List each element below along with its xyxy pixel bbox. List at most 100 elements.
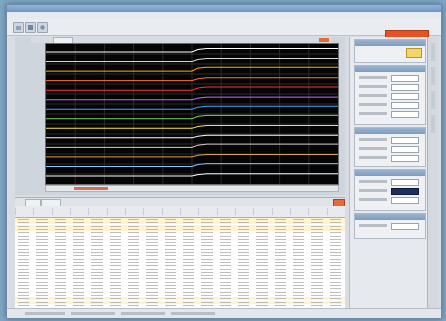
scroll-thumb[interactable]: [74, 187, 108, 190]
table-cell: [201, 281, 213, 283]
column-header[interactable]: [125, 208, 143, 215]
table-cell: [73, 271, 85, 273]
color-field[interactable]: [391, 188, 419, 195]
plot-close-button[interactable]: [319, 38, 329, 42]
table-cell: [128, 285, 140, 286]
column-header[interactable]: [326, 208, 345, 215]
table-cell: [109, 285, 121, 286]
table-row[interactable]: [15, 267, 345, 271]
table-cell: [164, 242, 176, 244]
input-field[interactable]: [391, 146, 419, 153]
table-cell: [219, 258, 231, 260]
input-field[interactable]: [391, 93, 419, 100]
column-header[interactable]: [271, 208, 290, 215]
table-row[interactable]: [15, 254, 345, 258]
table-row[interactable]: [15, 280, 345, 284]
save-icon[interactable]: [25, 22, 36, 33]
table-row[interactable]: [15, 300, 345, 304]
table-cell: [109, 304, 121, 306]
vertical-tab[interactable]: [431, 91, 435, 109]
column-header[interactable]: [216, 208, 235, 215]
table-cell: [18, 298, 30, 300]
table-row[interactable]: [15, 241, 345, 245]
table-row[interactable]: [15, 257, 345, 261]
table-row[interactable]: [15, 284, 345, 287]
table-row[interactable]: [15, 303, 345, 307]
table-cell: [311, 225, 323, 227]
table-row[interactable]: [15, 270, 345, 274]
table-row[interactable]: [15, 227, 345, 231]
input-field[interactable]: [391, 111, 419, 118]
column-header[interactable]: [106, 208, 125, 215]
column-header[interactable]: [253, 208, 271, 215]
field-row: [359, 111, 421, 118]
table-row[interactable]: [15, 277, 345, 281]
table-cell: [219, 271, 231, 273]
table-row[interactable]: [15, 264, 345, 268]
data-table[interactable]: [15, 206, 345, 310]
table-cell: [183, 258, 195, 260]
column-header[interactable]: [290, 208, 308, 215]
column-header[interactable]: [51, 208, 70, 215]
table-row[interactable]: [15, 247, 345, 251]
table-cell: [18, 225, 30, 227]
table-cell: [238, 268, 250, 270]
table-cell: [256, 275, 268, 277]
table-row[interactable]: [15, 231, 345, 235]
table-cell: [238, 285, 250, 286]
table-cell: [183, 281, 195, 283]
table-cell: [146, 238, 158, 240]
table-row[interactable]: [15, 224, 345, 228]
input-field[interactable]: [391, 197, 419, 204]
table-cell: [274, 288, 286, 290]
table-row[interactable]: [15, 234, 345, 238]
input-field[interactable]: [391, 84, 419, 91]
table-cell: [183, 248, 195, 250]
table-cell: [201, 265, 213, 267]
table-cell: [54, 238, 66, 240]
table-row[interactable]: [15, 260, 345, 264]
table-row[interactable]: [15, 251, 345, 254]
table-cell: [238, 261, 250, 263]
table-row[interactable]: [15, 293, 345, 297]
table-row[interactable]: [15, 221, 345, 225]
column-header[interactable]: [161, 208, 180, 215]
table-cell: [329, 294, 341, 296]
vertical-tab[interactable]: [431, 115, 435, 133]
table-row[interactable]: [15, 218, 345, 221]
table-cell: [91, 232, 103, 234]
settings-icon[interactable]: [37, 22, 48, 33]
column-header[interactable]: [308, 208, 326, 215]
open-icon[interactable]: [13, 22, 24, 33]
input-field[interactable]: [391, 137, 419, 144]
column-header[interactable]: [235, 208, 253, 215]
table-cell: [256, 304, 268, 306]
table-cell: [274, 275, 286, 277]
vertical-tab[interactable]: [431, 43, 435, 61]
input-field[interactable]: [391, 155, 419, 162]
column-header[interactable]: [33, 208, 51, 215]
apply-button[interactable]: [406, 48, 422, 58]
waveform-plot[interactable]: [45, 43, 339, 185]
input-field[interactable]: [391, 102, 419, 109]
horizontal-scrollbar[interactable]: [45, 185, 339, 192]
input-field[interactable]: [391, 179, 419, 186]
table-row[interactable]: [15, 244, 345, 248]
column-header[interactable]: [180, 208, 198, 215]
table-cell: [146, 235, 158, 237]
table-row[interactable]: [15, 287, 345, 291]
vertical-tab[interactable]: [431, 67, 435, 85]
field-row: [359, 179, 421, 186]
input-field[interactable]: [391, 75, 419, 82]
column-header[interactable]: [143, 208, 161, 215]
table-row[interactable]: [15, 290, 345, 294]
trace-line: [46, 86, 338, 91]
table-row[interactable]: [15, 297, 345, 301]
column-header[interactable]: [70, 208, 88, 215]
column-header[interactable]: [88, 208, 106, 215]
column-header[interactable]: [198, 208, 216, 215]
column-header[interactable]: [15, 208, 33, 215]
table-row[interactable]: [15, 237, 345, 241]
table-row[interactable]: [15, 274, 345, 278]
input-field[interactable]: [391, 223, 419, 230]
